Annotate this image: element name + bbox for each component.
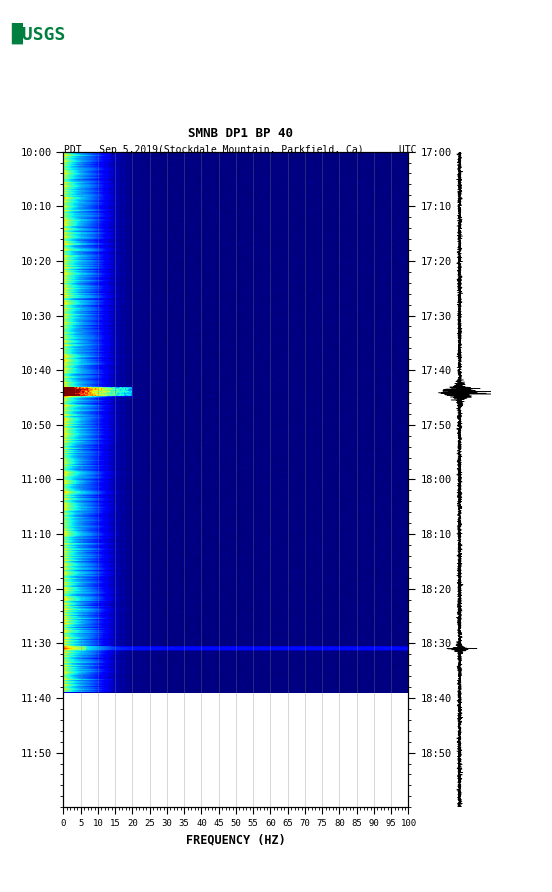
- Text: █USGS: █USGS: [11, 22, 66, 44]
- X-axis label: FREQUENCY (HZ): FREQUENCY (HZ): [186, 834, 286, 847]
- Text: SMNB DP1 BP 40: SMNB DP1 BP 40: [188, 127, 293, 140]
- Text: PDT   Sep 5,2019(Stockdale Mountain, Parkfield, Ca)      UTC: PDT Sep 5,2019(Stockdale Mountain, Parkf…: [64, 145, 416, 154]
- Bar: [63, 692, 408, 807]
